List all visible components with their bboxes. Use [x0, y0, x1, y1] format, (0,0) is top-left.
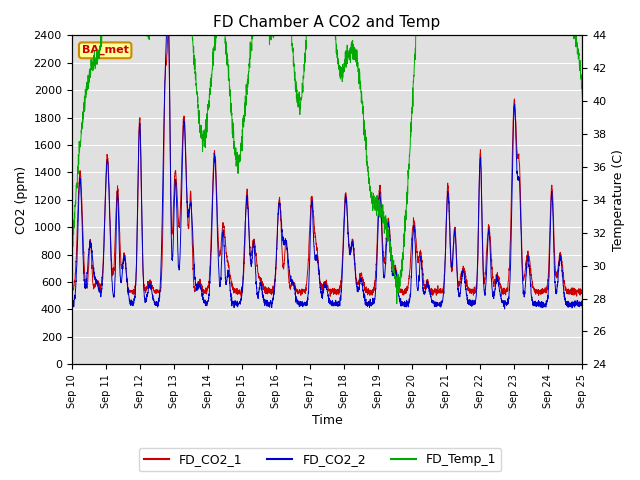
Text: BA_met: BA_met	[82, 45, 129, 56]
Legend: FD_CO2_1, FD_CO2_2, FD_Temp_1: FD_CO2_1, FD_CO2_2, FD_Temp_1	[139, 448, 501, 471]
X-axis label: Time: Time	[312, 414, 342, 427]
Y-axis label: Temperature (C): Temperature (C)	[612, 149, 625, 251]
Y-axis label: CO2 (ppm): CO2 (ppm)	[15, 166, 28, 234]
Title: FD Chamber A CO2 and Temp: FD Chamber A CO2 and Temp	[213, 15, 440, 30]
